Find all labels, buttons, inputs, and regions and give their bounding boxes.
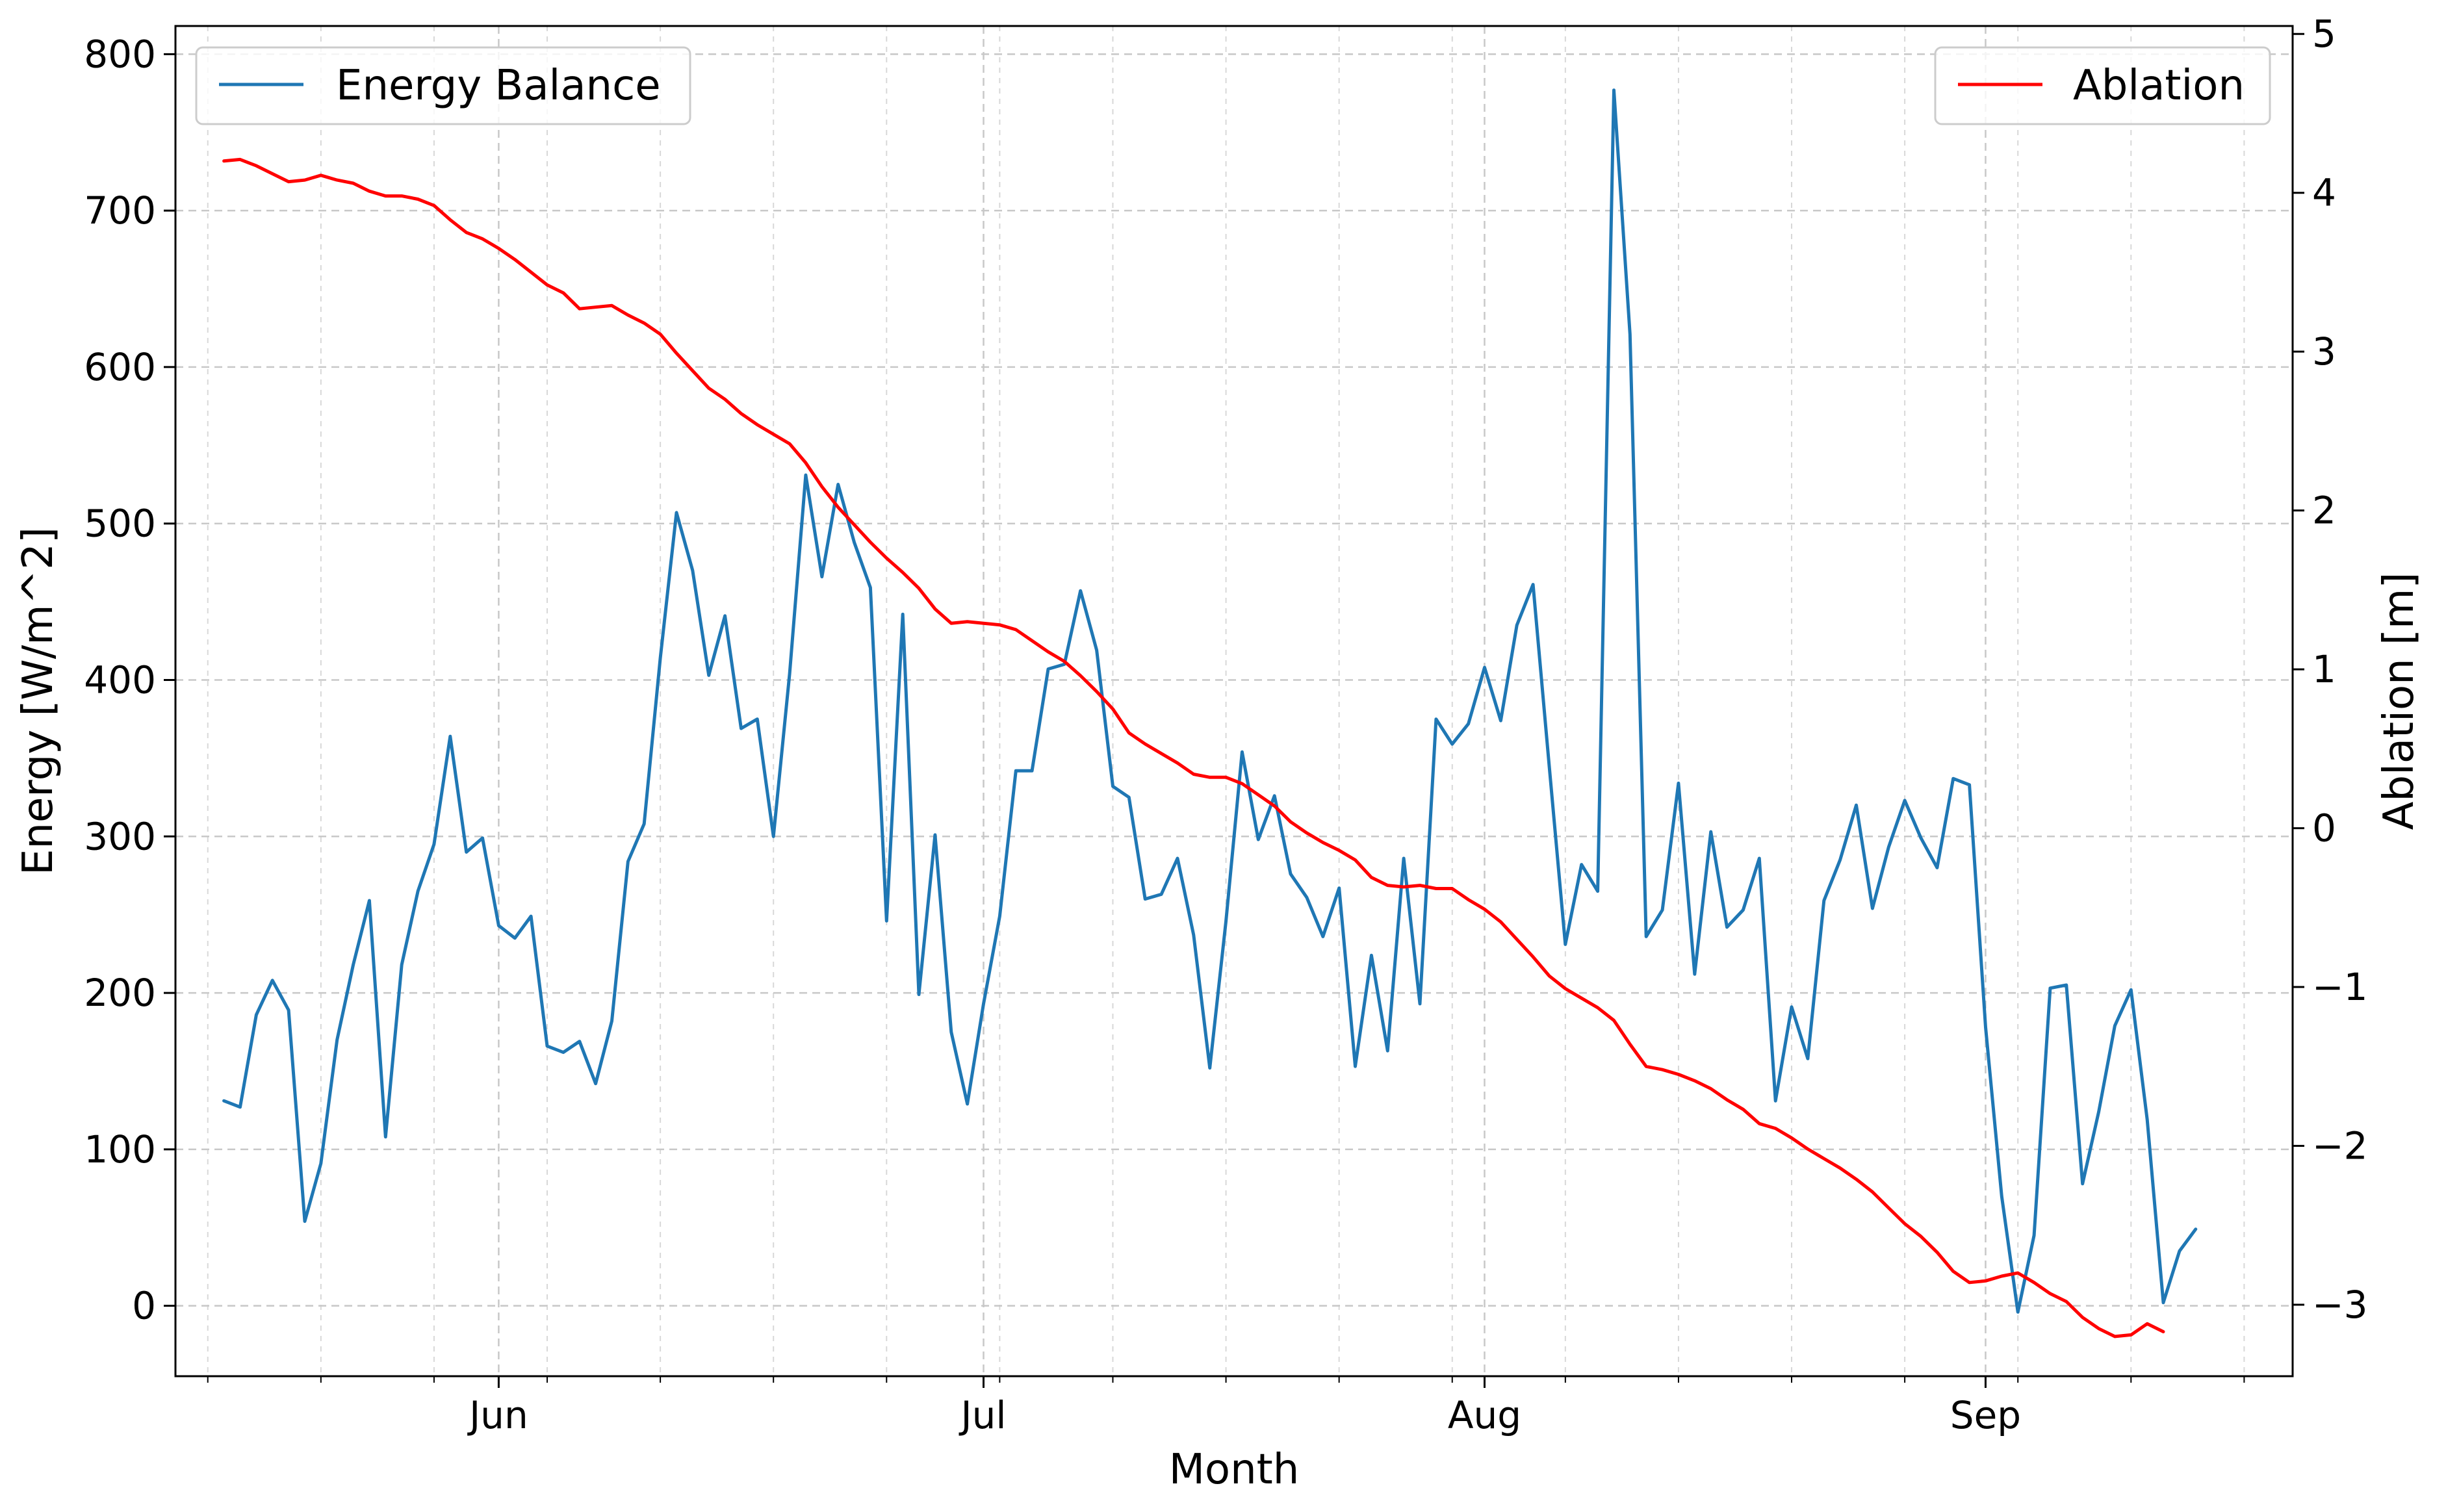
legend-ablation: Ablation [1934,46,2271,125]
plot-lines [222,88,2198,1339]
x-axis-label: Month [1169,1446,1300,1494]
y-right-tick-label: −2 [2312,1124,2368,1168]
y-left-tick-label: 700 [84,188,156,233]
legend-box [195,46,691,125]
y-right-tick-label: 0 [2312,806,2336,851]
x-tick-label: Sep [1950,1393,2021,1437]
y-right-tick-label: 4 [2312,171,2336,215]
y-right-tick-label: 1 [2312,647,2336,691]
y-right-tick-label: 2 [2312,489,2336,533]
grid [175,26,2293,1376]
axis-ticks: Jun Jul Aug Sep 0 100 200 300 400 500 600 700 800 −3 −… [84,12,2367,1437]
x-tick-label: Aug [1448,1393,1521,1437]
y-left-tick-label: 400 [84,658,156,702]
legend-energy-balance: Energy Balance [195,46,691,125]
y-left-tick-label: 500 [84,502,156,546]
series-line-energy-balance [222,88,2198,1314]
y-left-tick-label: 300 [84,814,156,858]
legend-box [1934,46,2271,125]
y-left-tick-label: 600 [84,345,156,389]
y-right-tick-label: −1 [2312,965,2368,1009]
y-axis-label-right: Ablation [m] [2375,572,2423,830]
y-left-tick-label: 0 [132,1284,156,1328]
plot-frame [174,25,2294,1377]
y-right-tick-label: −3 [2312,1283,2368,1327]
legend-label-ablation: Ablation [2073,62,2245,110]
y-left-tick-label: 800 [84,32,156,76]
y-left-tick-label: 200 [84,971,156,1015]
y-left-tick-label: 100 [84,1127,156,1172]
series-line-ablation [222,157,2165,1339]
y-right-tick-label: 3 [2312,329,2336,374]
x-tick-label: Jun [467,1393,528,1437]
y-right-tick-label: 5 [2312,12,2336,56]
x-tick-label: Jul [959,1393,1007,1437]
y-axis-label-left: Energy [W/m^2] [14,527,62,875]
legend-label-energy-balance: Energy Balance [336,62,661,110]
